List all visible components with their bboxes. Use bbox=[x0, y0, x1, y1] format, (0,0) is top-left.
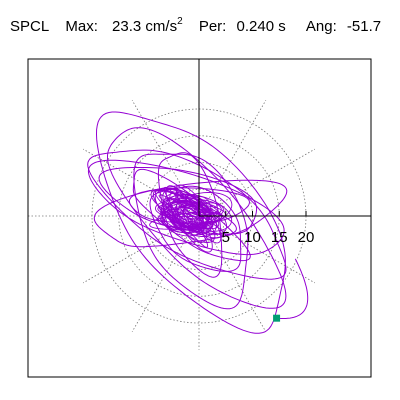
period-value: 0.240 s bbox=[236, 18, 286, 35]
orbit-trace bbox=[93, 179, 288, 248]
max-value: 23.3 cm/s2 bbox=[112, 16, 183, 35]
x-tick-label-5: 5 bbox=[222, 229, 230, 246]
orbit-core-trace bbox=[175, 184, 222, 244]
orbit-core-trace bbox=[163, 186, 209, 248]
axes: 5 10 15 20 bbox=[198, 59, 371, 322]
orbit-trace bbox=[133, 153, 249, 310]
period-label: Per: bbox=[198, 18, 227, 35]
orbit-core-trace bbox=[165, 185, 213, 253]
max-label: Max: bbox=[65, 18, 98, 35]
orbit-tail bbox=[276, 258, 309, 319]
angle-value: -51.7 bbox=[346, 18, 382, 35]
orbit-core-trace bbox=[150, 189, 220, 230]
orbit-traces bbox=[87, 111, 309, 334]
chart-header: SPCL Max: 23.3 cm/s2 Per: 0.240 s Ang: -… bbox=[10, 16, 381, 35]
orbit-trace bbox=[87, 159, 285, 256]
max-unit-exponent: 2 bbox=[177, 16, 183, 27]
orbit-trace bbox=[107, 127, 287, 309]
end-point-marker bbox=[273, 314, 281, 322]
component-label: SPCL bbox=[10, 18, 50, 35]
plot-frame bbox=[27, 58, 372, 378]
x-tick-label-15: 15 bbox=[271, 229, 288, 246]
x-tick-label-10: 10 bbox=[244, 229, 261, 246]
grid-spoke bbox=[198, 99, 267, 217]
orbit-trace bbox=[149, 185, 242, 272]
orbit-core-trace bbox=[172, 212, 204, 230]
orbit-core-trace bbox=[165, 204, 226, 225]
grid-spoke bbox=[82, 148, 200, 217]
orbit-core-trace bbox=[162, 197, 216, 243]
x-tick-label-20: 20 bbox=[298, 229, 315, 246]
angle-label: Ang: bbox=[305, 18, 337, 35]
max-value-text: 23.3 cm/s bbox=[112, 18, 178, 35]
